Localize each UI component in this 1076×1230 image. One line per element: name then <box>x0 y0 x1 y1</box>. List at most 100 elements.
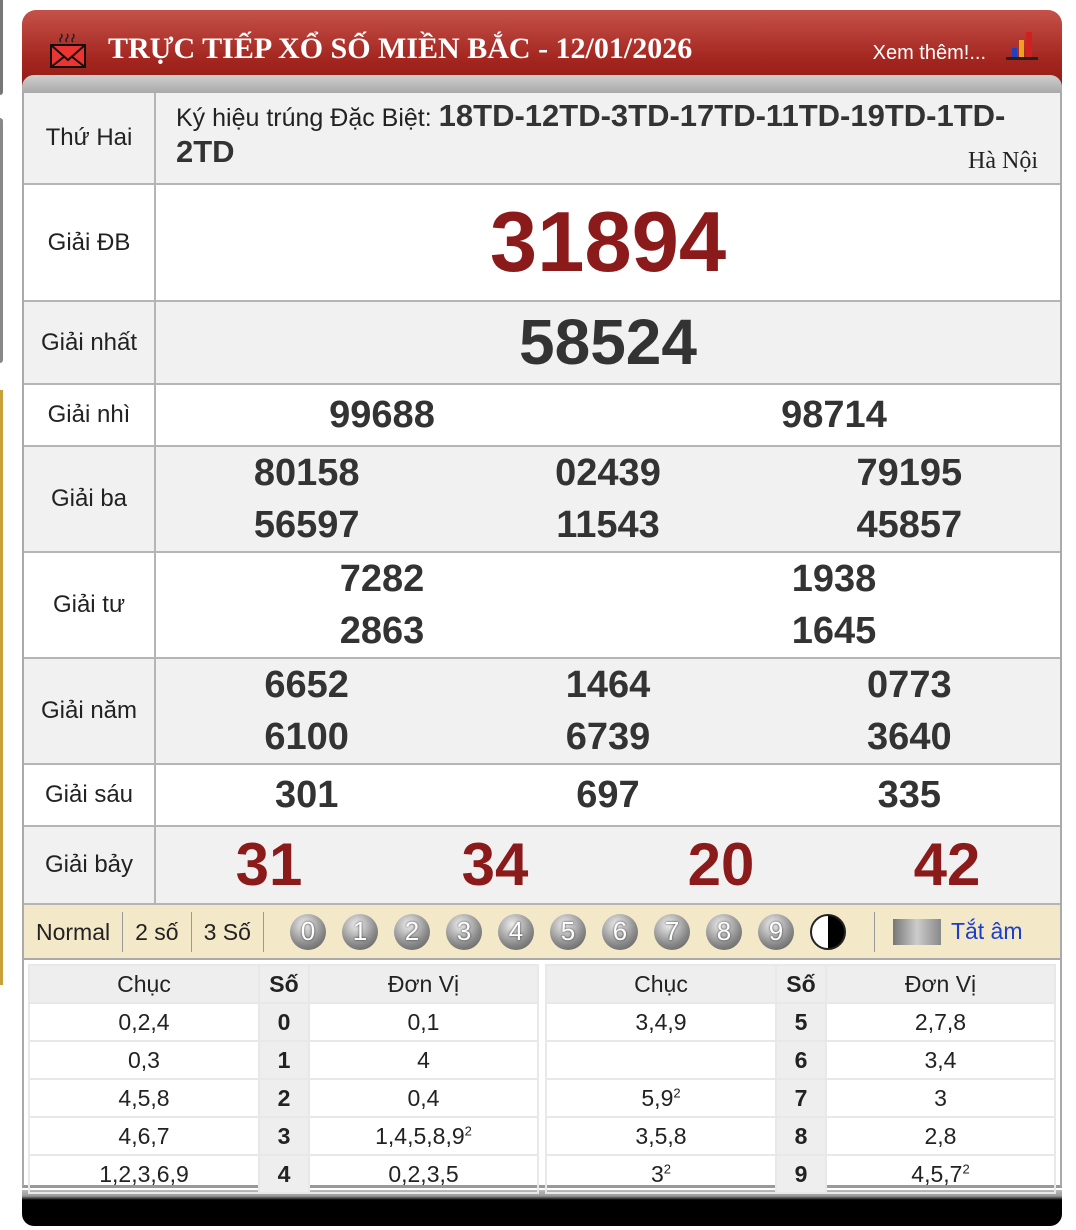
units-cell: 0,4 <box>308 1078 539 1118</box>
tens-cell: 3,5,8 <box>545 1116 777 1156</box>
col-header: Số <box>258 964 310 1004</box>
digit-cell: 5 <box>775 1002 827 1042</box>
symbol-label: Ký hiệu trúng Đặc Biệt: <box>176 104 432 132</box>
digit-ball-button[interactable]: 4 <box>497 913 534 950</box>
city-label: Hà Nội <box>968 148 1038 174</box>
page-title: TRỰC TIẾP XỔ SỐ MIỀN BẮC - 12/01/2026 <box>108 32 693 65</box>
digit-ball-button[interactable]: 0 <box>289 913 326 950</box>
digit-cell: 3 <box>258 1116 310 1156</box>
digit-ball-button[interactable]: 1 <box>341 913 378 950</box>
prize-row: Giải sáu 301 697 335 <box>24 765 1060 827</box>
prize-row: Giải năm 6652 1464 0773 6100 6739 3640 <box>24 659 1060 765</box>
prize-number: 1938 <box>791 558 877 600</box>
digit-cell: 4 <box>258 1154 310 1194</box>
units-cell: 4 <box>308 1040 539 1080</box>
prize-row: Giải nhất 58524 <box>24 302 1060 385</box>
prize-label: Giải ĐB <box>24 185 156 300</box>
window-edge <box>0 390 3 985</box>
prize-numbers: 58524 <box>156 302 1060 383</box>
prize-number: 1464 <box>565 664 651 706</box>
prize-number: 7282 <box>339 558 425 600</box>
prize-number: 6100 <box>264 716 349 758</box>
units-cell: 1,4,5,8,92 <box>308 1116 539 1156</box>
control-bar: Normal 2 số 3 Số 0 1 2 3 4 5 6 7 8 9 Tắt âm <box>22 905 1062 960</box>
digit-ball-button[interactable]: 6 <box>601 913 638 950</box>
prize-number: 2863 <box>339 610 425 652</box>
special-symbol: Ký hiệu trúng Đặc Biệt: 18TD-12TD-3TD-17… <box>156 92 1060 183</box>
prize-number: 6652 <box>264 664 349 706</box>
units-cell: 3 <box>825 1078 1056 1118</box>
prize-numbers: 31 34 20 42 <box>156 827 1060 903</box>
prize-number: 0773 <box>867 664 952 706</box>
sound-icon[interactable] <box>892 918 941 945</box>
units-cell: 2,8 <box>825 1116 1056 1156</box>
digit-ball-button[interactable]: 3 <box>445 913 482 950</box>
prize-number: 42 <box>913 831 981 898</box>
prize-number: 11543 <box>556 504 660 546</box>
col-header: Đơn Vị <box>825 964 1056 1004</box>
prize-number: 3640 <box>867 716 952 758</box>
yin-yang-icon[interactable] <box>809 913 846 950</box>
digit-ball-button[interactable]: 8 <box>705 913 742 950</box>
prize-numbers: 31894 <box>156 185 1060 300</box>
digit-cell: 2 <box>258 1078 310 1118</box>
results-table: Thứ Hai Ký hiệu trúng Đặc Biệt: 18TD-12T… <box>22 92 1062 905</box>
col-header: Đơn Vị <box>308 964 539 1004</box>
tens-cell: 5,92 <box>545 1078 777 1118</box>
header: TRỰC TIẾP XỔ SỐ MIỀN BẮC - 12/01/2026 Xe… <box>22 10 1062 93</box>
prize-label: Giải nhì <box>24 385 156 445</box>
prize-number: 58524 <box>519 306 697 379</box>
prize-number: 6739 <box>565 716 651 758</box>
loto-row: 3,4,9 5 2,7,8 <box>545 1002 1056 1042</box>
mute-link[interactable]: Tắt âm <box>950 918 1023 944</box>
prize-numbers: 99688 98714 <box>156 385 1060 445</box>
mode-option[interactable]: Normal <box>24 911 124 952</box>
loto-table: Chục Số Đơn Vị 0,2,4 0 0,1 0,3 1 4 4,5,8 2 0,4 4,6,7… <box>22 960 1062 1194</box>
window-edge <box>0 118 3 363</box>
loto-row: 5,92 7 3 <box>545 1078 1056 1118</box>
tens-cell: 4,5,8 <box>28 1078 260 1118</box>
digit-cell: 0 <box>258 1002 310 1042</box>
digit-ball-button[interactable]: 9 <box>757 913 794 950</box>
tens-cell: 0,3 <box>28 1040 260 1080</box>
units-cell: 0,1 <box>308 1002 539 1042</box>
mode-option[interactable]: 2 số <box>123 911 192 952</box>
prize-label: Giải ba <box>24 447 156 551</box>
divider <box>873 911 875 952</box>
units-cell: 2,7,8 <box>825 1002 1056 1042</box>
loto-row: 4,6,7 3 1,4,5,8,92 <box>28 1116 539 1156</box>
digit-ball-button[interactable]: 7 <box>653 913 690 950</box>
prize-number: 80158 <box>253 452 360 494</box>
prize-row: Giải bảy 31 34 20 42 <box>24 827 1060 905</box>
digit-cell: 1 <box>258 1040 310 1080</box>
col-header: Chục <box>545 964 777 1004</box>
prize-label: Giải năm <box>24 659 156 763</box>
footer-bar <box>22 1190 1062 1226</box>
prize-row: Giải ba 80158 02439 79195 56597 11543 45857 <box>24 447 1060 553</box>
mode-option[interactable]: 3 Số <box>192 911 264 952</box>
digit-cell: 6 <box>775 1040 827 1080</box>
prize-numbers: 7282 1938 2863 1645 <box>156 553 1060 657</box>
bar-chart-icon[interactable] <box>1004 30 1040 60</box>
digit-cell: 7 <box>775 1078 827 1118</box>
digit-ball-button[interactable]: 5 <box>549 913 586 950</box>
digit-ball-button[interactable]: 2 <box>393 913 430 950</box>
tens-cell: 0,2,4 <box>28 1002 260 1042</box>
prize-label: Giải sáu <box>24 765 156 825</box>
tens-cell <box>545 1040 777 1080</box>
loto-row: 0,2,4 0 0,1 <box>28 1002 539 1042</box>
col-header: Số <box>775 964 827 1004</box>
units-cell: 3,4 <box>825 1040 1056 1080</box>
loto-subtable: Chục Số Đơn Vị 0,2,4 0 0,1 0,3 1 4 4,5,8 2 0,4 4,6,7… <box>28 964 539 1194</box>
tens-cell: 3,4,9 <box>545 1002 777 1042</box>
prize-number: 301 <box>274 774 339 816</box>
prize-number: 1645 <box>791 610 877 652</box>
tens-cell: 4,6,7 <box>28 1116 260 1156</box>
prize-row: Giải ĐB 31894 <box>24 185 1060 302</box>
prize-row: Giải tư 7282 1938 2863 1645 <box>24 553 1060 659</box>
units-cell: 4,5,72 <box>825 1154 1056 1194</box>
see-more-link[interactable]: Xem thêm!... <box>872 42 986 64</box>
prize-number: 98714 <box>781 394 887 436</box>
prize-numbers: 6652 1464 0773 6100 6739 3640 <box>156 659 1060 763</box>
